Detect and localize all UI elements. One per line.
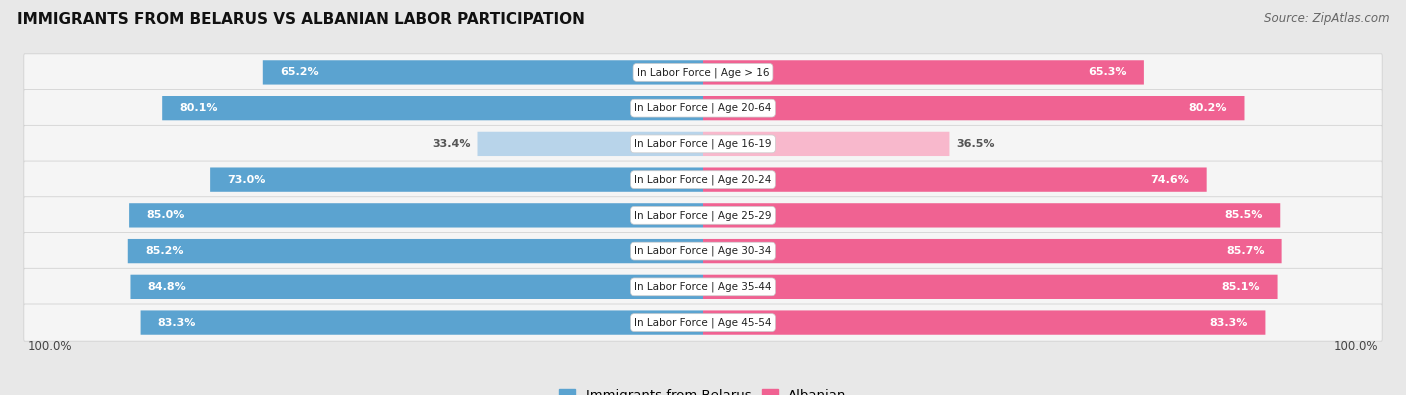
FancyBboxPatch shape xyxy=(131,275,703,299)
Text: 83.3%: 83.3% xyxy=(1209,318,1249,327)
Text: 84.8%: 84.8% xyxy=(148,282,187,292)
Legend: Immigrants from Belarus, Albanian: Immigrants from Belarus, Albanian xyxy=(554,384,852,395)
FancyBboxPatch shape xyxy=(162,96,703,120)
Text: In Labor Force | Age 16-19: In Labor Force | Age 16-19 xyxy=(634,139,772,149)
FancyBboxPatch shape xyxy=(129,203,703,228)
Text: In Labor Force | Age 25-29: In Labor Force | Age 25-29 xyxy=(634,210,772,221)
FancyBboxPatch shape xyxy=(703,132,949,156)
FancyBboxPatch shape xyxy=(128,239,703,263)
FancyBboxPatch shape xyxy=(703,203,1281,228)
FancyBboxPatch shape xyxy=(24,268,1382,305)
FancyBboxPatch shape xyxy=(703,96,1244,120)
FancyBboxPatch shape xyxy=(24,233,1382,270)
FancyBboxPatch shape xyxy=(703,239,1282,263)
FancyBboxPatch shape xyxy=(478,132,703,156)
Text: In Labor Force | Age 45-54: In Labor Force | Age 45-54 xyxy=(634,317,772,328)
FancyBboxPatch shape xyxy=(24,304,1382,341)
Text: Source: ZipAtlas.com: Source: ZipAtlas.com xyxy=(1264,12,1389,25)
Text: In Labor Force | Age 20-24: In Labor Force | Age 20-24 xyxy=(634,174,772,185)
Text: 85.7%: 85.7% xyxy=(1226,246,1264,256)
FancyBboxPatch shape xyxy=(209,167,703,192)
FancyBboxPatch shape xyxy=(703,310,1265,335)
Text: 85.1%: 85.1% xyxy=(1222,282,1260,292)
Text: 65.3%: 65.3% xyxy=(1088,68,1126,77)
Text: 85.5%: 85.5% xyxy=(1225,211,1263,220)
Text: 83.3%: 83.3% xyxy=(157,318,197,327)
Text: 36.5%: 36.5% xyxy=(956,139,995,149)
Text: 74.6%: 74.6% xyxy=(1150,175,1189,184)
FancyBboxPatch shape xyxy=(703,275,1278,299)
Text: 65.2%: 65.2% xyxy=(280,68,319,77)
FancyBboxPatch shape xyxy=(141,310,703,335)
Text: 100.0%: 100.0% xyxy=(1334,340,1378,354)
Text: In Labor Force | Age 35-44: In Labor Force | Age 35-44 xyxy=(634,282,772,292)
Text: 80.1%: 80.1% xyxy=(180,103,218,113)
FancyBboxPatch shape xyxy=(263,60,703,85)
FancyBboxPatch shape xyxy=(24,90,1382,127)
FancyBboxPatch shape xyxy=(703,167,1206,192)
FancyBboxPatch shape xyxy=(24,161,1382,198)
FancyBboxPatch shape xyxy=(703,60,1144,85)
Text: 80.2%: 80.2% xyxy=(1188,103,1227,113)
FancyBboxPatch shape xyxy=(24,54,1382,91)
Text: 85.2%: 85.2% xyxy=(145,246,184,256)
Text: IMMIGRANTS FROM BELARUS VS ALBANIAN LABOR PARTICIPATION: IMMIGRANTS FROM BELARUS VS ALBANIAN LABO… xyxy=(17,12,585,27)
FancyBboxPatch shape xyxy=(24,125,1382,162)
Text: 85.0%: 85.0% xyxy=(146,211,184,220)
Text: 33.4%: 33.4% xyxy=(432,139,471,149)
Text: 73.0%: 73.0% xyxy=(228,175,266,184)
Text: 100.0%: 100.0% xyxy=(28,340,72,354)
FancyBboxPatch shape xyxy=(24,197,1382,234)
Text: In Labor Force | Age 30-34: In Labor Force | Age 30-34 xyxy=(634,246,772,256)
Text: In Labor Force | Age > 16: In Labor Force | Age > 16 xyxy=(637,67,769,78)
Text: In Labor Force | Age 20-64: In Labor Force | Age 20-64 xyxy=(634,103,772,113)
